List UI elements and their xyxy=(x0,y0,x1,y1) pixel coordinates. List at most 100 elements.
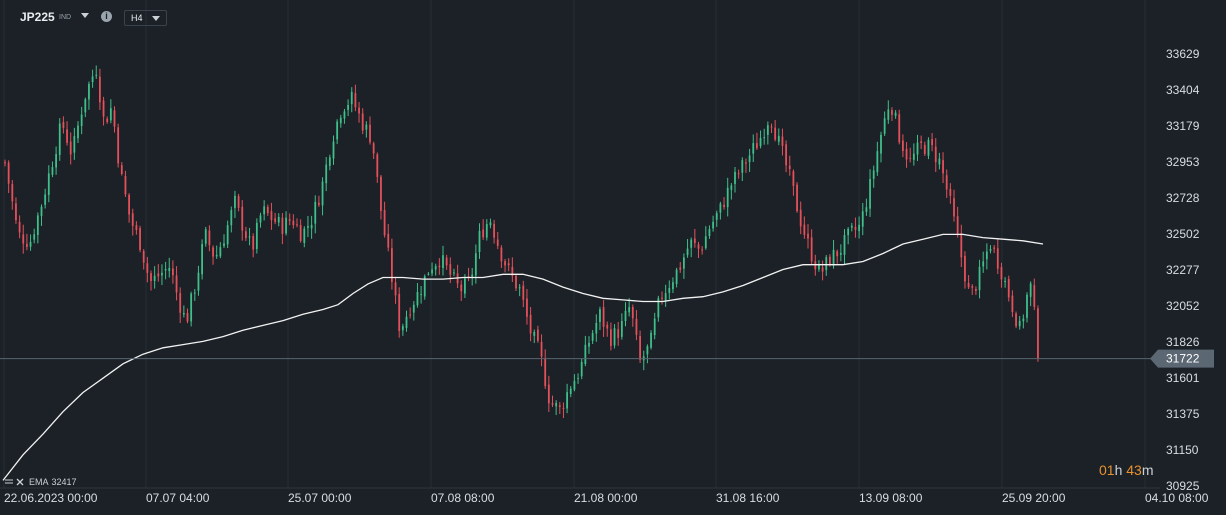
candle-body xyxy=(799,209,802,227)
candle-body xyxy=(756,143,758,149)
candle-body xyxy=(602,307,605,327)
y-tick-label: 32277 xyxy=(1166,263,1200,277)
candle-body xyxy=(558,405,561,407)
candle-body xyxy=(818,264,820,270)
x-tick-label: 21.08 00:00 xyxy=(574,491,638,505)
candle-body xyxy=(464,278,466,294)
candle-body xyxy=(223,243,225,247)
candle-body xyxy=(18,221,21,233)
candle-body xyxy=(69,141,72,155)
candle-body xyxy=(898,114,901,143)
candle-body xyxy=(777,135,780,142)
candle-body xyxy=(361,113,364,131)
candle-body xyxy=(255,222,258,249)
indicator-legend[interactable]: EMA 32417 xyxy=(4,477,77,487)
candle-body xyxy=(858,224,860,232)
candle-body xyxy=(1033,285,1036,307)
candle-body xyxy=(420,294,422,296)
candle-body xyxy=(423,276,426,297)
candle-body xyxy=(880,134,882,154)
candle-body xyxy=(11,184,14,202)
x-tick-label: 31.08 16:00 xyxy=(716,491,780,505)
candle-body xyxy=(117,127,120,164)
candle-body xyxy=(387,233,390,248)
candle-body xyxy=(442,255,444,269)
candle-body xyxy=(693,238,696,244)
candle-body xyxy=(471,274,474,277)
candle-body xyxy=(29,241,32,247)
candle-body xyxy=(580,361,583,377)
candle-body xyxy=(686,248,689,256)
candle-body xyxy=(288,219,291,221)
timeframe-selector[interactable]: H4 xyxy=(124,10,167,26)
candle-body xyxy=(405,316,408,329)
candle-body xyxy=(248,236,251,238)
candle-body xyxy=(343,111,346,119)
candle-body xyxy=(964,255,966,282)
candle-body xyxy=(179,293,182,313)
y-tick-label: 33404 xyxy=(1166,83,1200,97)
candle-body xyxy=(825,257,828,271)
candle-body xyxy=(84,99,87,113)
candle-body xyxy=(237,196,240,208)
candle-body xyxy=(226,225,229,245)
candle-body xyxy=(555,402,558,407)
y-tick-label: 31375 xyxy=(1166,407,1200,421)
candle-body xyxy=(796,184,798,212)
current-price-tag: 31722 xyxy=(1150,349,1214,368)
candle-body xyxy=(1004,280,1006,282)
candle-body xyxy=(354,93,357,108)
candle-body xyxy=(33,234,36,240)
candle-body xyxy=(215,255,218,257)
candle-body xyxy=(124,175,127,195)
indicator-settings-icon[interactable] xyxy=(4,477,26,487)
candle-body xyxy=(241,206,244,231)
candle-body xyxy=(230,210,233,226)
candle-body xyxy=(774,127,777,140)
candle-body xyxy=(325,164,328,184)
candle-body xyxy=(610,329,612,346)
candle-body xyxy=(719,203,722,213)
candle-body xyxy=(161,272,163,276)
candle-body xyxy=(336,121,339,140)
candle-body xyxy=(854,226,857,230)
candle-body xyxy=(883,118,886,134)
candle-body xyxy=(139,228,141,250)
y-tick-label: 31150 xyxy=(1166,443,1199,457)
countdown-hours-unit: h xyxy=(1114,462,1123,478)
y-tick-label: 32052 xyxy=(1166,299,1200,313)
candlesticks xyxy=(4,65,1039,419)
candle-body xyxy=(445,257,448,266)
symbol-name[interactable]: JP225 xyxy=(20,10,55,24)
candle-body xyxy=(186,312,189,322)
candle-body xyxy=(383,210,386,236)
countdown-minutes-unit: m xyxy=(1141,462,1154,478)
candle-body xyxy=(865,207,868,212)
candle-body xyxy=(332,141,335,159)
candle-body xyxy=(164,269,167,271)
candle-body xyxy=(518,287,521,289)
candle-body xyxy=(7,162,10,184)
candle-body xyxy=(449,264,452,275)
info-icon[interactable]: i xyxy=(101,11,112,22)
candle-body xyxy=(661,297,663,299)
candle-body xyxy=(80,114,83,127)
candle-body xyxy=(507,263,510,266)
candle-body xyxy=(708,229,711,237)
candle-body xyxy=(460,284,463,292)
symbol-dropdown-caret-icon[interactable] xyxy=(81,13,89,18)
candle-body xyxy=(734,171,736,184)
candle-body xyxy=(599,309,601,323)
candle-body xyxy=(635,318,638,335)
candle-body xyxy=(197,272,200,291)
candle-body xyxy=(190,293,193,322)
candle-body xyxy=(989,249,992,251)
candle-body xyxy=(792,171,795,186)
candle-body xyxy=(485,224,488,238)
candle-body xyxy=(715,213,718,220)
x-tick-label: 25.07 00:00 xyxy=(288,491,352,505)
candle-body xyxy=(434,266,437,270)
candle-body xyxy=(347,104,349,110)
candle-body xyxy=(902,140,904,151)
